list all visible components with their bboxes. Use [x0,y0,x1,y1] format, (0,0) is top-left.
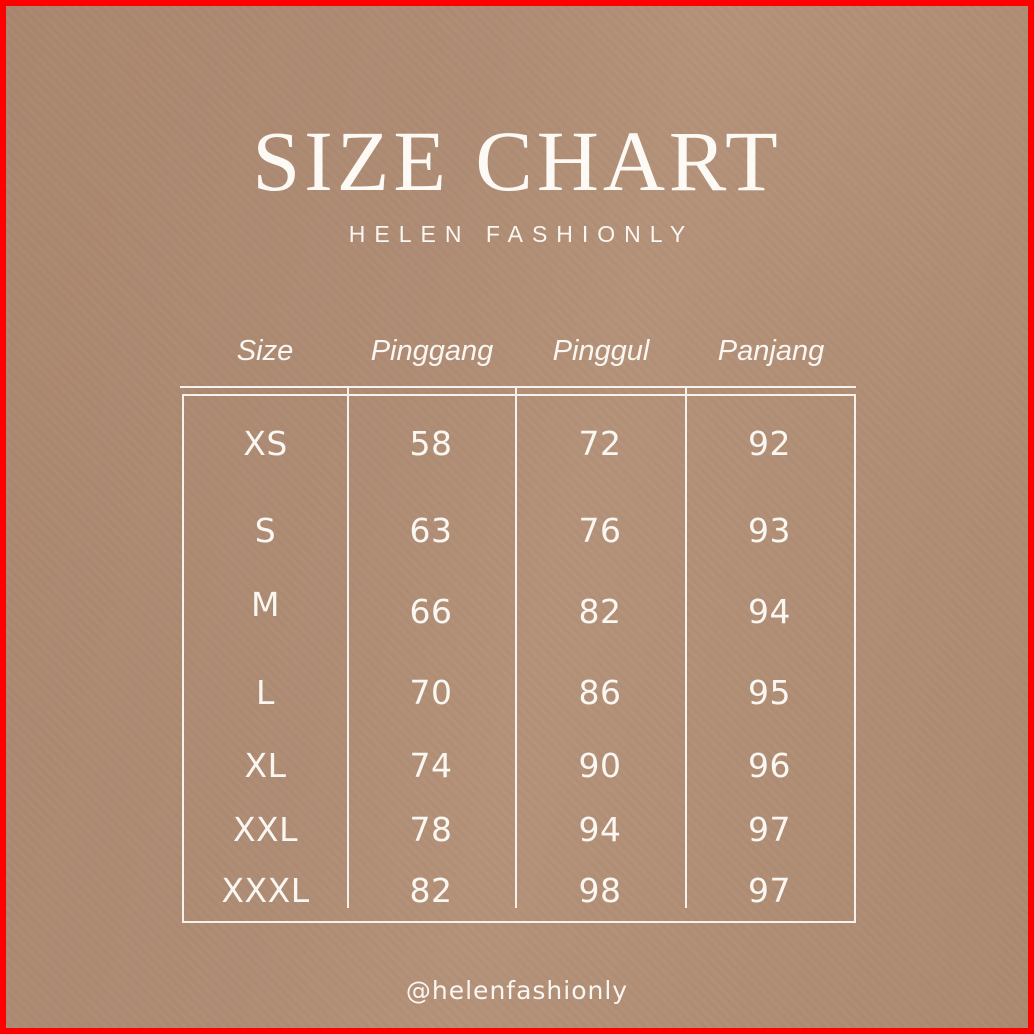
size-cell: M [251,584,280,624]
pinggul-cell: 98 [578,871,622,910]
size-cell: XXL [232,809,299,849]
panjang-cell: 96 [748,745,791,785]
size-cell: XS [243,423,288,463]
brand-subtitle: HELEN FASHIONLY [348,221,695,247]
pinggul-cell: 72 [578,423,622,463]
header-rule [180,386,856,388]
size-cell: XL [244,745,287,785]
instagram-handle: @helenfashionly [405,976,629,1005]
pinggul-cell: 86 [578,672,622,712]
pinggang-cell: 58 [409,423,453,463]
size-cell: L [256,672,275,712]
table-body: XS 58 72 92 S 63 76 93 M 66 82 94 L 70 8… [184,396,854,921]
table-row: L 70 86 95 [184,652,854,732]
panjang-cell: 94 [748,591,791,631]
pinggang-cell: 63 [409,510,453,550]
column-header-pinggang: Pinggang [370,334,494,367]
table-row: M 66 82 94 [184,570,854,652]
table-row: S 63 76 93 [184,490,854,570]
table-header-row: Size Pinggang Pinggul Panjang [182,330,856,372]
pinggang-cell: 74 [409,745,453,785]
pinggang-cell: 82 [409,871,453,910]
background [6,6,1028,1028]
page-title: SIZE CHART [252,113,782,209]
panjang-cell: 93 [748,510,791,550]
pinggul-cell: 94 [578,809,622,849]
column-separator [515,386,517,908]
pinggul-cell: 90 [578,745,622,785]
table-row: XXXL 82 98 97 [184,860,854,921]
pinggang-cell: 78 [409,809,453,849]
table-row: XS 58 72 92 [184,396,854,490]
panjang-cell: 92 [748,423,791,463]
column-separator [685,386,687,908]
column-header-pinggul: Pinggul [552,334,650,367]
panjang-cell: 97 [748,871,791,910]
size-table: XS 58 72 92 S 63 76 93 M 66 82 94 L 70 8… [182,386,856,923]
column-header-panjang: Panjang [717,334,825,367]
pinggul-cell: 76 [578,510,622,550]
pinggul-cell: 82 [578,591,622,631]
size-cell: XXXL [221,871,310,910]
panjang-cell: 95 [748,672,791,712]
panjang-cell: 97 [748,809,791,849]
column-separator [347,386,349,908]
table-row: XXL 78 94 97 [184,798,854,860]
pinggang-cell: 66 [409,591,453,631]
column-header-size: Size [236,334,294,367]
size-cell: S [254,510,277,550]
table-row: XL 74 90 96 [184,732,854,798]
pinggang-cell: 70 [409,672,453,712]
